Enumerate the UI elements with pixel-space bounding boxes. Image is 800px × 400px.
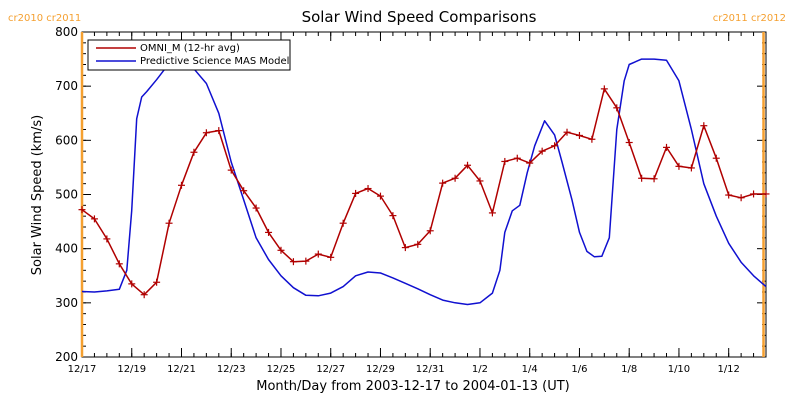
x-tick-label: 12/29 (366, 364, 395, 375)
data-point (177, 181, 185, 189)
series-line (81, 58, 767, 306)
data-point (551, 142, 559, 150)
data-point (563, 128, 571, 136)
y-tick-label: 300 (55, 296, 78, 310)
data-point (165, 219, 173, 227)
x-tick-label: 1/8 (621, 364, 637, 375)
x-tick-label: 1/6 (571, 364, 587, 375)
data-point (190, 148, 198, 156)
data-point (663, 143, 671, 151)
data-point (265, 228, 273, 236)
data-point (414, 240, 422, 248)
series-line (81, 88, 766, 296)
x-tick-label: 1/2 (472, 364, 488, 375)
data-point (364, 185, 372, 193)
legend-box (87, 39, 291, 71)
data-point (140, 291, 148, 299)
data-point (327, 253, 335, 261)
x-tick-label: 12/17 (68, 364, 97, 375)
data-point (401, 244, 409, 252)
y-tick-label: 700 (55, 79, 78, 93)
data-point (202, 129, 210, 137)
data-point (227, 166, 235, 174)
data-point (638, 174, 646, 182)
x-tick-label: 1/12 (717, 364, 739, 375)
data-point (78, 206, 86, 214)
data-point (277, 246, 285, 254)
data-point (464, 161, 472, 169)
data-point (153, 278, 161, 286)
data-point (314, 250, 322, 258)
data-point (712, 154, 720, 162)
data-point (476, 177, 484, 185)
data-point (376, 192, 384, 200)
data-point (501, 157, 509, 165)
carrington-label-right: cr2011 cr2012 (713, 13, 786, 24)
data-point (675, 162, 683, 170)
x-tick-label: 12/23 (217, 364, 246, 375)
y-tick-label: 800 (55, 25, 78, 39)
carrington-label-left: cr2010 cr2011 (8, 13, 81, 24)
data-point (600, 85, 608, 93)
x-tick-label: 12/21 (167, 364, 196, 375)
data-point (252, 204, 260, 212)
legend-label-omni: OMNI_M (12-hr avg) (140, 43, 240, 54)
data-point (700, 122, 708, 130)
y-tick-label: 600 (55, 133, 78, 147)
legend: OMNI_M (12-hr avg) Predictive Science MA… (87, 39, 291, 71)
data-point (451, 174, 459, 182)
y-axis-label: Solar Wind Speed (km/s) (30, 115, 45, 275)
x-axis-label: Month/Day from 2003-12-17 to 2004-01-13 … (256, 379, 569, 394)
legend-label-model: Predictive Science MAS Model (140, 56, 289, 67)
data-point (538, 147, 546, 155)
series-layer (78, 58, 770, 306)
data-point (625, 139, 633, 146)
data-point (426, 227, 434, 235)
data-point (240, 187, 248, 195)
data-point (725, 191, 733, 199)
data-point (289, 258, 297, 266)
data-point (750, 190, 758, 198)
data-point (103, 235, 111, 243)
x-tick-label: 12/31 (416, 364, 445, 375)
data-point (650, 175, 658, 183)
data-point (575, 131, 583, 139)
data-point (215, 127, 223, 135)
y-tick-label: 500 (55, 188, 78, 202)
data-point (128, 280, 136, 288)
x-tick-label: 12/25 (267, 364, 296, 375)
y-tick-label: 400 (55, 242, 78, 256)
data-point (513, 154, 521, 162)
y-tick-label: 200 (55, 350, 78, 364)
y-axis: 200 300 400 500 600 700 800 (55, 25, 766, 364)
data-point (302, 257, 310, 265)
data-point (588, 135, 596, 143)
chart-title: Solar Wind Speed Comparisons (302, 8, 537, 26)
data-point (389, 212, 397, 220)
data-point (339, 219, 347, 227)
plot-frame (81, 31, 767, 358)
data-point (115, 260, 123, 268)
data-point (762, 190, 770, 198)
data-point (488, 209, 496, 217)
data-point (352, 189, 360, 197)
x-tick-label: 1/4 (522, 364, 538, 375)
data-point (737, 194, 745, 202)
data-point (439, 179, 447, 187)
carrington-markers (80, 32, 765, 357)
x-tick-label: 12/27 (316, 364, 345, 375)
data-point (687, 164, 695, 172)
data-point (90, 215, 98, 223)
data-point (613, 104, 621, 112)
plot-area-border (81, 31, 767, 358)
x-tick-label: 1/10 (668, 364, 690, 375)
x-tick-label: 12/19 (117, 364, 146, 375)
x-axis: 12/17 12/19 12/21 12/23 12/25 12/27 12/29 12/31… (68, 32, 767, 375)
data-point (526, 159, 534, 167)
